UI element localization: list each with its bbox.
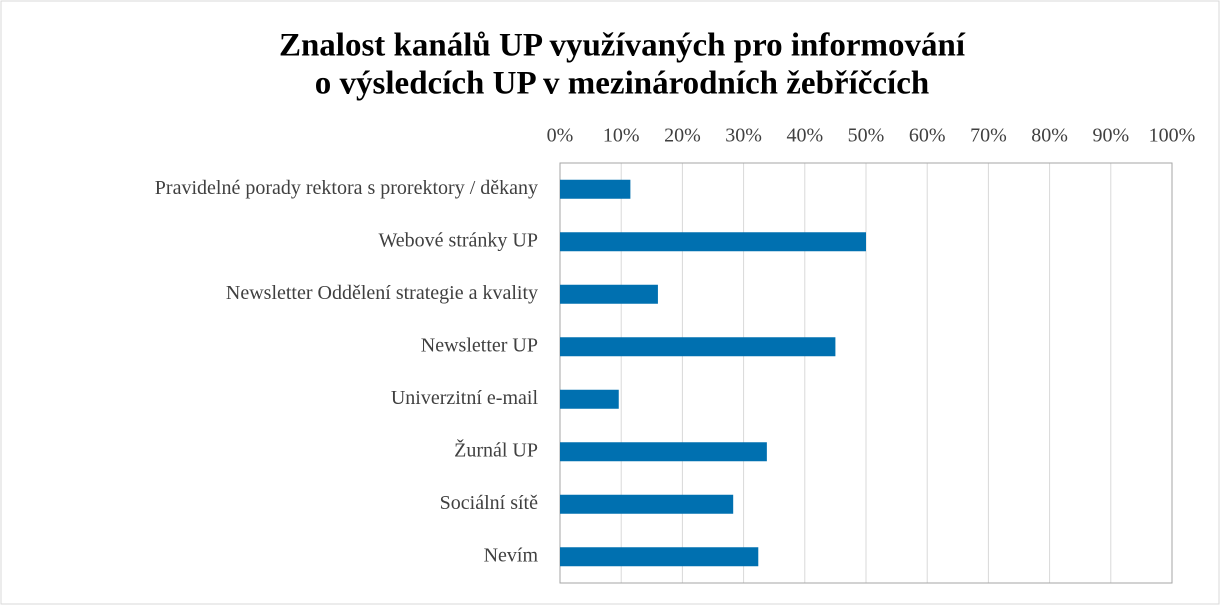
- y-tick-label: Nevím: [484, 544, 539, 566]
- y-tick-label: Žurnál UP: [454, 438, 538, 461]
- chart-title: Znalost kanálů UP využívaných pro inform…: [279, 28, 966, 64]
- x-tick-label: 70%: [970, 125, 1007, 147]
- chart-title: o výsledcích UP v mezinárodních žebříčcí…: [315, 66, 929, 102]
- bar: [560, 337, 836, 357]
- x-tick-label: 60%: [909, 125, 946, 147]
- y-tick-label: Webové stránky UP: [379, 229, 538, 251]
- bar: [560, 179, 631, 199]
- bar: [560, 284, 658, 304]
- bar: [560, 232, 866, 252]
- x-tick-label: 10%: [603, 125, 640, 147]
- x-tick-label: 100%: [1149, 125, 1196, 147]
- x-tick-label: 40%: [786, 125, 823, 147]
- x-tick-label: 30%: [725, 125, 762, 147]
- plot-frame: [559, 162, 1173, 584]
- y-tick-label: Newsletter UP: [421, 334, 538, 356]
- x-tick-label: 90%: [1092, 125, 1129, 147]
- bar: [560, 389, 619, 409]
- bar: [560, 494, 734, 514]
- x-tick-label: 20%: [664, 125, 701, 147]
- y-tick-label: Pravidelné porady rektora s prorektory /…: [155, 177, 538, 199]
- y-tick-label: Univerzitní e-mail: [391, 387, 539, 409]
- y-tick-label: Sociální sítě: [440, 492, 538, 514]
- x-tick-label: 80%: [1031, 125, 1068, 147]
- y-tick-label: Newsletter Oddělení strategie a kvality: [226, 282, 538, 304]
- x-tick-label: 0%: [547, 125, 574, 147]
- bar: [560, 547, 759, 567]
- x-tick-label: 50%: [848, 125, 885, 147]
- bar: [560, 442, 767, 462]
